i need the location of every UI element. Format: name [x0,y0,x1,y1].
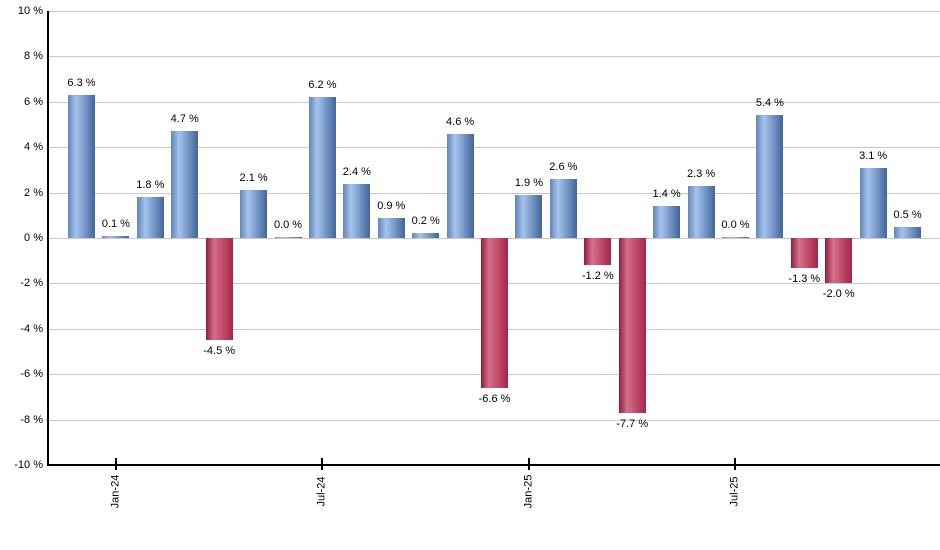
bar-value-label: -2.0 % [822,288,855,301]
positive-bar [756,115,784,238]
bar-value-label: 1.9 % [514,176,544,189]
y-axis-tick-label: -10 % [14,459,43,471]
positive-bar [240,190,268,238]
bar-value-label: 0.2 % [411,215,440,228]
bar-value-label: -1.3 % [788,272,821,285]
bar-value-label: 2.3 % [686,167,716,180]
positive-bar [68,94,95,238]
bar-value-label: 2.4 % [342,165,371,178]
y-gridline [48,101,940,103]
bar-value-label: 3.1 % [859,149,888,162]
x-axis-tick-label: Jan-25 [522,474,535,509]
bar-value-label: -6.6 % [478,392,511,405]
positive-bar [377,217,405,238]
positive-bar [515,194,543,238]
bar-value-label: -7.7 % [616,417,649,430]
positive-bar [549,178,577,238]
x-axis-tick [321,458,324,470]
negative-bar [584,238,612,266]
bar-value-label: 1.8 % [136,179,165,192]
y-axis-tick-label: 10 % [17,5,43,17]
x-axis-tick-label: Jan-24 [109,474,122,509]
bar-value-label: 4.6 % [446,115,475,128]
y-axis-tick-label: 8 % [24,50,43,63]
positive-bar [446,133,474,238]
negative-bar [205,238,233,341]
y-axis-tick-label: 6 % [24,95,43,108]
positive-bar [136,197,164,238]
bar-value-label: 0.5 % [893,208,922,221]
y-gridline [48,11,940,12]
y-axis-tick-label: -8 % [20,413,43,426]
y-axis-tick-label: 4 % [24,141,43,154]
x-axis-tick-label: Jul-24 [315,476,328,507]
positive-bar [653,206,681,238]
positive-bar [308,97,336,238]
positive-bar [859,167,887,238]
positive-bar [343,183,371,238]
bar-value-label: 0.1 % [101,217,130,230]
bar-value-label: -4.5 % [203,345,236,358]
positive-bar [274,236,302,238]
y-gridline [48,147,940,149]
y-axis-tick-label: -6 % [20,368,43,381]
positive-bar [412,233,440,238]
bar-value-label: 5.4 % [755,97,784,110]
negative-bar [825,238,853,284]
x-axis-line [47,464,940,466]
bar-value-label: 2.1 % [239,172,268,185]
negative-bar [790,238,818,268]
x-axis-tick [114,458,117,470]
bar-value-label: 0.0 % [273,218,303,231]
x-axis-tick [527,458,530,470]
bar-value-label: 0.9 % [377,199,406,212]
y-axis-tick-label: -4 % [20,322,43,335]
x-axis-tick-label: Jul-25 [728,476,741,507]
y-axis-tick-label: 0 % [24,232,43,244]
positive-bar [687,185,715,238]
y-axis-tick-label: -2 % [20,277,43,290]
x-axis-tick [734,458,737,470]
y-gridline [48,192,940,194]
positive-bar [171,131,199,238]
negative-bar [481,238,509,388]
bar-value-label: 6.3 % [67,76,96,89]
positive-bar [721,236,749,238]
y-gridline [48,56,940,58]
bar-value-label: 0.0 % [721,218,750,231]
bar-value-label: -1.2 % [581,270,614,283]
y-gridline [48,419,940,421]
bar-value-label: 2.6 % [549,160,578,173]
y-axis-tick-label: 2 % [24,186,43,199]
bar-value-label: 1.4 % [652,188,681,201]
negative-bar [618,238,646,413]
positive-bar [894,226,922,238]
bar-value-label: 4.7 % [170,113,199,126]
y-axis-line [47,11,49,465]
positive-bar [102,235,130,238]
bar-value-label: 6.2 % [308,79,337,92]
